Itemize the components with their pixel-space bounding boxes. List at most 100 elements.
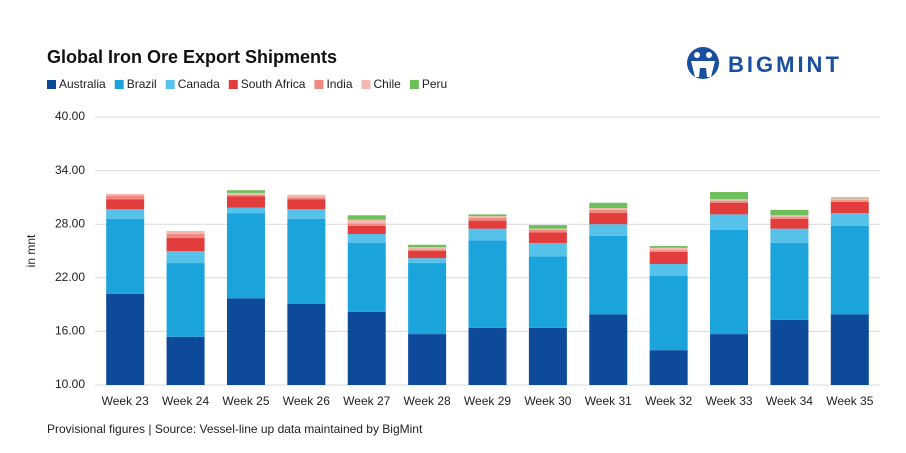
x-tick-label: Week 23 xyxy=(102,394,149,408)
x-tick-label: Week 28 xyxy=(404,394,451,408)
bar-segment xyxy=(468,228,507,241)
bar-segment xyxy=(589,208,628,210)
bar-segment xyxy=(528,242,567,257)
bar-segment xyxy=(408,249,447,251)
bar-segment xyxy=(589,209,628,214)
legend-swatch xyxy=(47,80,56,89)
bar-segment xyxy=(287,218,326,304)
legend-swatch xyxy=(114,80,124,89)
legend-swatch xyxy=(228,80,238,89)
y-axis-label: in mnt xyxy=(24,234,38,267)
bar-segment xyxy=(528,228,567,231)
bar-segment xyxy=(347,219,386,224)
bar-segment xyxy=(830,198,869,201)
bar-segment xyxy=(106,195,145,200)
bar-segment xyxy=(770,228,809,243)
chart-title: Global Iron Ore Export Shipments xyxy=(47,47,337,67)
bar-segment xyxy=(830,200,869,202)
bar-segment xyxy=(226,298,265,385)
bar-segment xyxy=(710,230,749,335)
bar-segment xyxy=(589,314,628,385)
bar-segment xyxy=(649,276,688,351)
legend-swatch xyxy=(409,80,419,89)
bar-segment xyxy=(710,214,749,231)
bar-segment xyxy=(468,217,507,221)
x-tick-label: Week 30 xyxy=(524,394,571,408)
bar-segment xyxy=(166,251,205,264)
y-tick-label: 28.00 xyxy=(55,216,85,230)
y-tick-label: 10.00 xyxy=(55,377,85,391)
bar-segment xyxy=(408,258,447,264)
bar-segment xyxy=(408,334,447,385)
bar-segment xyxy=(649,263,688,277)
bar-segment xyxy=(166,336,205,385)
bar-segment xyxy=(468,214,507,217)
bar-segment xyxy=(347,223,386,226)
legend-label: Canada xyxy=(178,77,220,91)
bar-segment xyxy=(468,327,507,385)
bar-segment xyxy=(347,225,386,235)
bar-segment xyxy=(468,216,507,218)
y-tick-label: 22.00 xyxy=(55,270,85,284)
bar-segment xyxy=(830,225,869,315)
x-tick-label: Week 29 xyxy=(464,394,511,408)
bar-segment xyxy=(226,192,265,195)
bar-segment xyxy=(770,218,809,229)
bar-segment xyxy=(649,350,688,385)
bar-segment xyxy=(770,215,809,218)
bar-segment xyxy=(226,213,265,299)
bar-segment xyxy=(226,196,265,208)
bar-segment xyxy=(770,209,809,216)
bar-segment xyxy=(830,201,869,214)
bar-segment xyxy=(589,235,628,315)
x-tick-label: Week 27 xyxy=(343,394,390,408)
legend-label: South Africa xyxy=(241,77,306,91)
bar-segment xyxy=(830,197,869,199)
bar-segment xyxy=(287,194,326,198)
bar-segment xyxy=(166,230,205,235)
y-tick-label: 34.00 xyxy=(55,163,85,177)
x-tick-label: Week 25 xyxy=(222,394,269,408)
bar-segment xyxy=(528,225,567,229)
legend-label: Chile xyxy=(374,77,402,91)
legend-label: Peru xyxy=(422,77,447,91)
logo-text: BIGMINT xyxy=(728,52,842,77)
bar-segment xyxy=(770,242,809,320)
bar-segment xyxy=(528,232,567,243)
bar-segment xyxy=(408,251,447,259)
legend-label: Brazil xyxy=(127,77,157,91)
bar-segment xyxy=(649,250,688,252)
y-tick-label: 16.00 xyxy=(55,324,85,338)
bar-segment xyxy=(408,263,447,335)
bar-segment xyxy=(589,224,628,236)
bar-segment xyxy=(710,192,749,200)
bar-segment xyxy=(770,217,809,219)
bar-segment xyxy=(528,327,567,385)
bar-segment xyxy=(710,200,749,203)
x-tick-label: Week 31 xyxy=(585,394,632,408)
bar-segment xyxy=(649,247,688,251)
footnote: Provisional figures | Source: Vessel-lin… xyxy=(47,422,423,436)
bar-segment xyxy=(649,251,688,264)
legend-label: India xyxy=(326,77,352,91)
legend-swatch xyxy=(361,80,371,89)
y-tick-label: 40.00 xyxy=(55,109,85,123)
bar-segment xyxy=(287,209,326,219)
bar-segment xyxy=(287,197,326,200)
bar-segment xyxy=(226,190,265,193)
bar-segment xyxy=(770,319,809,385)
bar-segment xyxy=(106,199,145,210)
bar-segment xyxy=(347,234,386,243)
bar-segment xyxy=(408,244,447,247)
x-tick-label: Week 33 xyxy=(705,394,752,408)
bar-segment xyxy=(710,202,749,215)
bar-segment xyxy=(347,311,386,385)
bar-segment xyxy=(589,202,628,209)
bar-segment xyxy=(528,230,567,233)
logo-icon xyxy=(687,47,719,79)
bar-segment xyxy=(830,314,869,385)
bar-segment xyxy=(106,209,145,219)
bar-segment xyxy=(106,193,145,196)
x-tick-label: Week 26 xyxy=(283,394,330,408)
